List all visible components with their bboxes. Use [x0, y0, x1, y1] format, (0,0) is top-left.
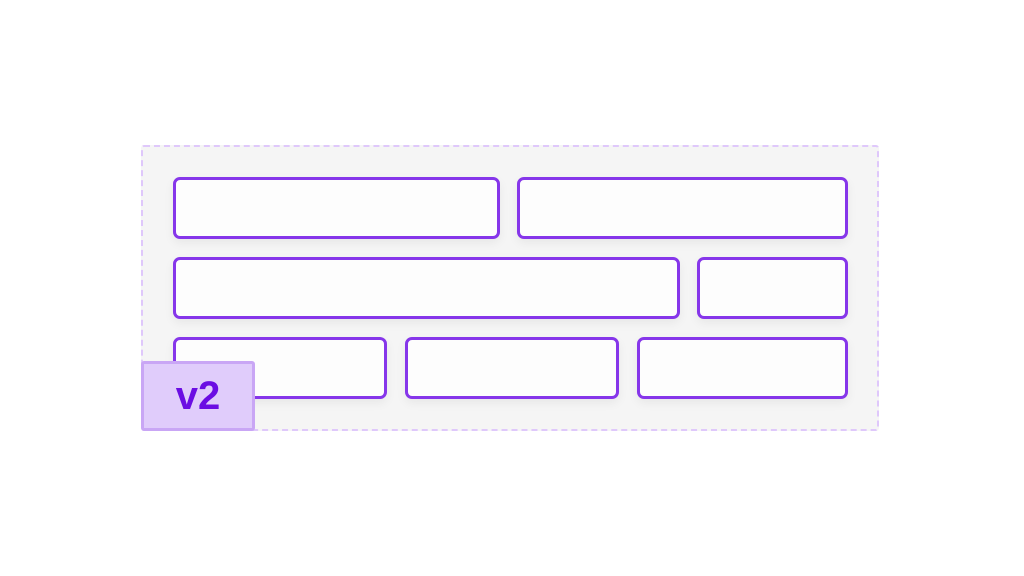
row2-box1: [173, 257, 680, 319]
version-badge: v2: [141, 361, 255, 431]
row2-box2: [697, 257, 848, 319]
version-label: v2: [175, 373, 221, 418]
row3-box2: [405, 337, 619, 399]
row1-box1: [173, 177, 500, 239]
row1-box2: [517, 177, 848, 239]
row3-box3: [637, 337, 848, 399]
